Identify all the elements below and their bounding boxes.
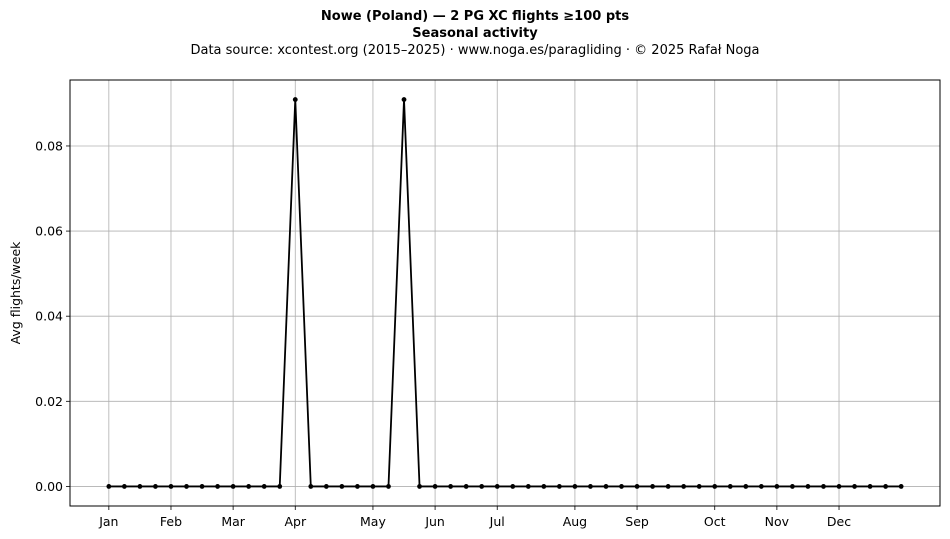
- data-point: [712, 484, 718, 489]
- y-tick-label: 0.00: [35, 479, 63, 494]
- data-point: [790, 484, 795, 489]
- chart-source-note: Data source: xcontest.org (2015–2025) · …: [190, 43, 760, 58]
- data-point: [572, 484, 578, 489]
- x-tick-label: Jan: [98, 514, 118, 529]
- data-point: [292, 97, 298, 102]
- data-point: [432, 484, 438, 489]
- chart-subtitle: Seasonal activity: [412, 26, 538, 41]
- series-line: [108, 98, 902, 488]
- data-point: [246, 484, 252, 489]
- data-point: [681, 484, 687, 489]
- data-point: [867, 484, 873, 489]
- x-tick-label: Nov: [765, 514, 790, 529]
- data-point: [883, 484, 889, 489]
- chart-titles: Nowe (Poland) — 2 PG XC flights ≥100 pts…: [0, 8, 950, 60]
- data-point: [277, 484, 283, 489]
- data-point: [230, 484, 236, 489]
- x-tick-label: Dec: [827, 514, 851, 529]
- data-point: [727, 484, 733, 489]
- data-point: [184, 484, 189, 489]
- data-point: [525, 484, 531, 489]
- data-point: [386, 484, 391, 489]
- data-point: [541, 484, 547, 489]
- data-point: [448, 484, 454, 489]
- data-point: [417, 484, 422, 489]
- data-point: [665, 484, 671, 489]
- data-point: [634, 484, 640, 489]
- data-point: [898, 484, 904, 489]
- x-tick-label: Aug: [563, 514, 587, 529]
- y-tick-label: 0.06: [35, 224, 63, 239]
- y-tick-label: 0.04: [35, 309, 63, 324]
- y-axis-label: Avg flights/week: [8, 241, 23, 345]
- y-axis-ticks: 0.00 0.02 0.04 0.06 0.08: [35, 138, 70, 494]
- data-point: [137, 484, 143, 489]
- data-point: [774, 484, 780, 489]
- x-tick-label: Oct: [704, 514, 726, 529]
- data-point: [696, 484, 702, 489]
- plot-frame: [69, 79, 941, 507]
- data-point: [153, 484, 158, 489]
- data-point: [370, 484, 376, 489]
- x-tick-label: May: [360, 514, 386, 529]
- data-point: [603, 484, 609, 489]
- data-point: [308, 484, 314, 489]
- data-point: [758, 484, 764, 489]
- data-point: [463, 484, 469, 489]
- x-tick-label: Feb: [160, 514, 182, 529]
- x-axis-ticks: Jan Feb Mar Apr May Jun Jul Aug Sep Oct Nov Dec: [98, 506, 851, 529]
- data-point: [339, 484, 345, 489]
- data-point: [650, 484, 655, 489]
- data-point: [401, 97, 407, 102]
- data-point: [836, 484, 842, 489]
- data-point: [852, 484, 857, 489]
- data-point: [556, 484, 562, 489]
- data-point: [355, 484, 360, 489]
- data-point: [588, 484, 593, 489]
- data-point: [805, 484, 811, 489]
- x-tick-label: Apr: [284, 514, 306, 529]
- x-tick-label: Jul: [489, 514, 505, 529]
- x-tick-label: Sep: [625, 514, 649, 529]
- x-tick-label: Jun: [424, 514, 445, 529]
- data-point: [215, 484, 220, 489]
- data-point: [619, 484, 624, 489]
- data-point: [199, 484, 205, 489]
- data-point: [743, 484, 749, 489]
- data-point: [510, 484, 516, 489]
- data-point: [106, 484, 112, 489]
- y-tick-label: 0.08: [35, 138, 63, 153]
- y-tick-label: 0.02: [35, 394, 63, 409]
- series-layer: [106, 97, 904, 489]
- grid-lines: [70, 80, 940, 506]
- data-point: [168, 484, 174, 489]
- x-tick-label: Mar: [221, 514, 245, 529]
- data-point: [494, 484, 500, 489]
- chart-title: Nowe (Poland) — 2 PG XC flights ≥100 pts: [320, 9, 630, 24]
- data-point: [479, 484, 485, 489]
- data-point: [821, 484, 826, 489]
- data-point: [323, 484, 329, 489]
- data-point: [121, 484, 127, 489]
- data-point: [261, 484, 267, 489]
